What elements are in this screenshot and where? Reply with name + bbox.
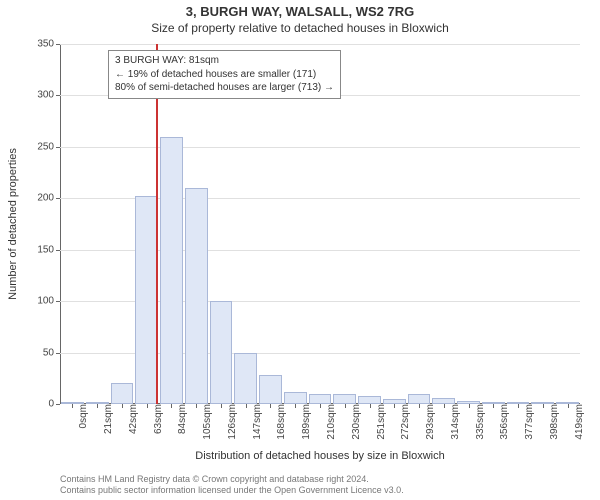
histogram-bar — [234, 353, 257, 404]
xtick-label: 377sqm — [522, 404, 535, 440]
xtick-label: 210sqm — [324, 404, 337, 440]
xtick-label: 84sqm — [175, 404, 188, 434]
title-sub: Size of property relative to detached ho… — [0, 19, 600, 35]
xtick-label: 147sqm — [250, 404, 263, 440]
xtick-mark — [444, 404, 445, 408]
ytick-label: 150 — [37, 244, 60, 255]
xtick-mark — [97, 404, 98, 408]
chart-container: 3, BURGH WAY, WALSALL, WS2 7RG Size of p… — [0, 0, 600, 500]
annotation-box: 3 BURGH WAY: 81sqm← 19% of detached hous… — [108, 50, 341, 99]
xtick-label: 314sqm — [448, 404, 461, 440]
ytick-label: 350 — [37, 39, 60, 50]
xtick-mark — [543, 404, 544, 408]
xtick-mark — [147, 404, 148, 408]
xtick-mark — [518, 404, 519, 408]
xtick-mark — [320, 404, 321, 408]
xtick-label: 335sqm — [473, 404, 486, 440]
xtick-label: 21sqm — [101, 404, 114, 434]
plot-area: 0501001502002503003500sqm21sqm42sqm63sqm… — [60, 44, 580, 404]
xtick-mark — [246, 404, 247, 408]
ytick-label: 100 — [37, 296, 60, 307]
xtick-mark — [221, 404, 222, 408]
xtick-label: 356sqm — [497, 404, 510, 440]
histogram-bar — [210, 301, 233, 404]
xtick-mark — [72, 404, 73, 408]
xtick-label: 251sqm — [374, 404, 387, 440]
histogram-bar — [111, 383, 134, 404]
xtick-label: 419sqm — [572, 404, 585, 440]
xtick-mark — [394, 404, 395, 408]
xtick-mark — [122, 404, 123, 408]
histogram-bar — [333, 394, 356, 404]
xtick-mark — [270, 404, 271, 408]
xtick-mark — [419, 404, 420, 408]
xtick-label: 230sqm — [349, 404, 362, 440]
annotation-line: ← 19% of detached houses are smaller (17… — [115, 68, 334, 82]
xtick-label: 63sqm — [151, 404, 164, 434]
xtick-mark — [493, 404, 494, 408]
annotation-line: 80% of semi-detached houses are larger (… — [115, 81, 334, 95]
gridline — [60, 147, 580, 148]
copyright-notice: Contains HM Land Registry data © Crown c… — [60, 474, 580, 496]
annotation-line: 3 BURGH WAY: 81sqm — [115, 54, 334, 68]
histogram-bar — [408, 394, 431, 404]
copyright-line: Contains public sector information licen… — [60, 485, 580, 496]
xtick-label: 293sqm — [423, 404, 436, 440]
ytick-label: 50 — [43, 347, 60, 358]
ytick-label: 250 — [37, 141, 60, 152]
ytick-label: 300 — [37, 90, 60, 101]
xtick-label: 272sqm — [398, 404, 411, 440]
xtick-label: 189sqm — [299, 404, 312, 440]
xtick-mark — [345, 404, 346, 408]
xtick-mark — [469, 404, 470, 408]
histogram-bar — [284, 392, 307, 404]
histogram-bar — [160, 137, 183, 404]
ytick-label: 200 — [37, 193, 60, 204]
xtick-label: 0sqm — [76, 404, 89, 428]
histogram-bar — [259, 375, 282, 404]
xtick-label: 398sqm — [547, 404, 560, 440]
xtick-mark — [171, 404, 172, 408]
xtick-mark — [568, 404, 569, 408]
x-axis-label: Distribution of detached houses by size … — [60, 450, 580, 462]
xtick-label: 42sqm — [126, 404, 139, 434]
histogram-bar — [135, 196, 158, 404]
xtick-label: 126sqm — [225, 404, 238, 440]
xtick-label: 168sqm — [274, 404, 287, 440]
gridline — [60, 44, 580, 45]
xtick-mark — [370, 404, 371, 408]
ytick-label: 0 — [48, 399, 60, 410]
title-main: 3, BURGH WAY, WALSALL, WS2 7RG — [0, 0, 600, 19]
xtick-label: 105sqm — [200, 404, 213, 440]
y-axis — [60, 44, 61, 404]
histogram-bar — [309, 394, 332, 404]
xtick-mark — [295, 404, 296, 408]
copyright-line: Contains HM Land Registry data © Crown c… — [60, 474, 580, 485]
histogram-bar — [358, 396, 381, 404]
xtick-mark — [196, 404, 197, 408]
histogram-bar — [185, 188, 208, 404]
y-axis-label: Number of detached properties — [4, 44, 22, 404]
